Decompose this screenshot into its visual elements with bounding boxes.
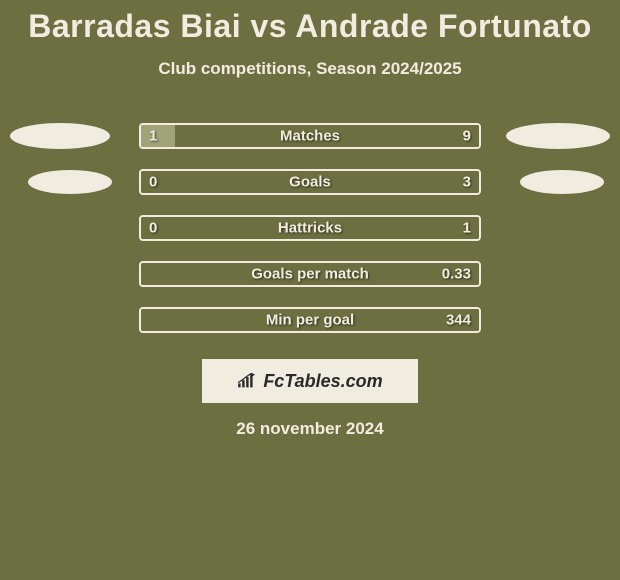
stat-row: 0 Goals 3 <box>0 159 620 205</box>
stat-right-value: 9 <box>463 128 471 145</box>
team-marker-right <box>506 123 610 149</box>
stat-row: 0 Hattricks 1 <box>0 205 620 251</box>
stat-row: Goals per match 0.33 <box>0 251 620 297</box>
stat-label: Goals per match <box>251 266 369 283</box>
comparison-infographic: Barradas Biai vs Andrade Fortunato Club … <box>0 0 620 580</box>
team-marker-left <box>10 123 110 149</box>
stat-row: Min per goal 344 <box>0 297 620 343</box>
stat-left-value: 0 <box>149 220 157 237</box>
stat-label: Min per goal <box>266 312 354 329</box>
chart-icon <box>237 373 257 389</box>
branding-box: FcTables.com <box>202 359 418 403</box>
stat-bar-hattricks: 0 Hattricks 1 <box>139 215 481 241</box>
subtitle: Club competitions, Season 2024/2025 <box>0 59 620 79</box>
branding-text: FcTables.com <box>263 371 382 392</box>
stat-label: Hattricks <box>278 220 342 237</box>
stat-bar-min-per-goal: Min per goal 344 <box>139 307 481 333</box>
team-marker-left <box>28 170 112 194</box>
stat-bar-goals: 0 Goals 3 <box>139 169 481 195</box>
stat-right-value: 3 <box>463 174 471 191</box>
stat-bar-goals-per-match: Goals per match 0.33 <box>139 261 481 287</box>
stat-label: Matches <box>280 128 340 145</box>
stat-label: Goals <box>289 174 331 191</box>
stat-right-value: 344 <box>446 312 471 329</box>
date-label: 26 november 2024 <box>0 419 620 439</box>
team-marker-right <box>520 170 604 194</box>
stat-bar-matches: 1 Matches 9 <box>139 123 481 149</box>
stat-row: 1 Matches 9 <box>0 113 620 159</box>
page-title: Barradas Biai vs Andrade Fortunato <box>0 0 620 45</box>
stat-right-value: 0.33 <box>442 266 471 283</box>
stat-left-value: 1 <box>149 128 157 145</box>
stat-left-value: 0 <box>149 174 157 191</box>
stat-rows: 1 Matches 9 0 Goals 3 0 Hattricks <box>0 113 620 343</box>
bar-fill-left <box>141 125 175 147</box>
stat-right-value: 1 <box>463 220 471 237</box>
